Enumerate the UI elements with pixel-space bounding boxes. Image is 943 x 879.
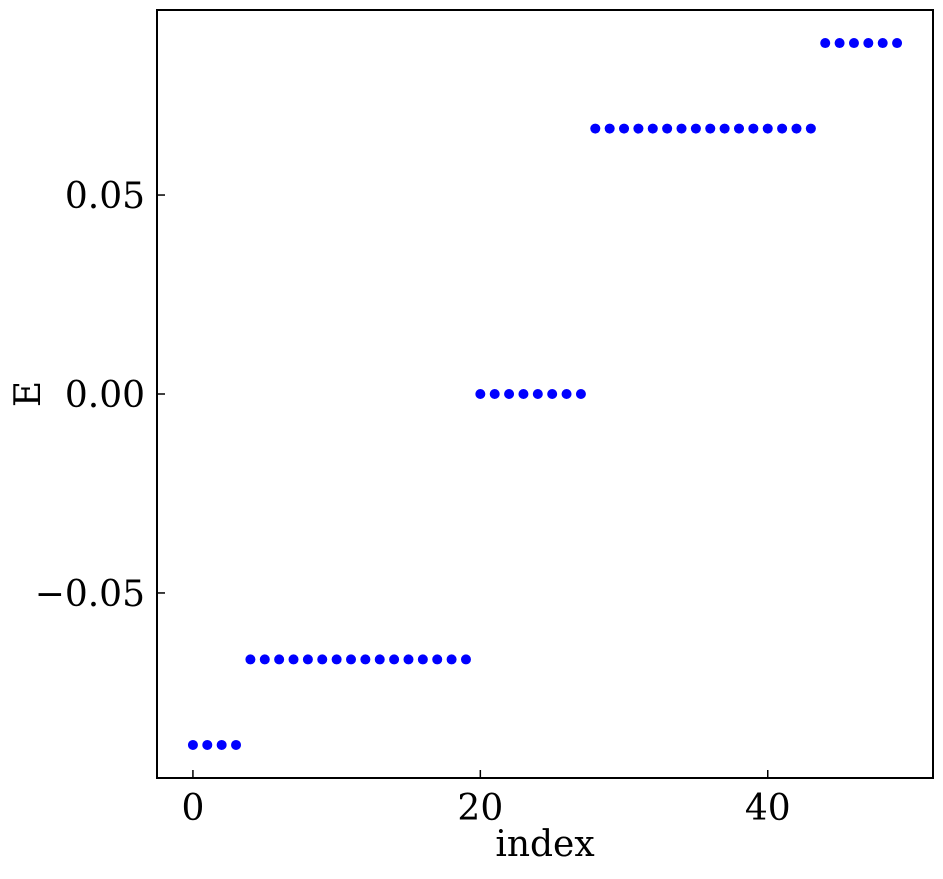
data-point <box>848 38 859 49</box>
data-point <box>863 38 874 49</box>
data-point <box>331 654 342 665</box>
data-point <box>460 654 471 665</box>
data-point <box>561 389 572 399</box>
data-point <box>403 654 414 665</box>
plot-frame <box>156 9 934 779</box>
data-point <box>820 38 831 49</box>
data-point <box>532 389 543 399</box>
data-point <box>302 654 313 665</box>
x-tick-label: 0 <box>181 788 204 829</box>
data-point <box>590 123 601 134</box>
y-axis-label: E <box>8 381 49 407</box>
data-point <box>547 389 558 399</box>
data-point <box>604 123 615 134</box>
data-point <box>274 654 285 665</box>
data-point <box>475 389 486 399</box>
data-point <box>633 123 644 134</box>
data-point <box>360 654 371 665</box>
data-point <box>719 123 730 134</box>
data-point <box>877 38 888 49</box>
data-point <box>705 123 716 134</box>
data-point <box>288 654 299 665</box>
data-point <box>762 123 773 134</box>
data-point <box>575 389 586 399</box>
x-tick-label: 40 <box>745 788 791 829</box>
data-point <box>259 654 270 665</box>
data-point <box>662 123 673 134</box>
data-point <box>446 654 457 665</box>
data-point <box>432 654 443 665</box>
data-point <box>417 654 428 665</box>
data-point <box>245 654 256 665</box>
data-point <box>389 654 400 665</box>
data-point <box>187 739 198 750</box>
data-point <box>734 123 744 134</box>
data-point <box>892 38 903 49</box>
data-point <box>619 123 630 134</box>
data-point <box>791 123 802 134</box>
data-points <box>187 38 903 750</box>
data-point <box>317 654 328 665</box>
data-point <box>647 123 658 134</box>
data-point <box>748 123 759 134</box>
data-point <box>834 38 845 49</box>
data-point <box>374 654 385 665</box>
data-point <box>805 123 816 134</box>
data-point <box>518 389 529 399</box>
data-point <box>202 739 213 750</box>
x-tick-label: 20 <box>457 788 503 829</box>
data-point <box>676 123 687 134</box>
y-tick-label: 0.00 <box>65 375 145 416</box>
data-point <box>231 739 242 750</box>
y-tick-label: 0.05 <box>65 176 145 217</box>
x-axis-label: index <box>495 824 594 865</box>
data-point <box>777 123 788 134</box>
data-point <box>489 389 500 399</box>
y-axis-ticks: −0.05 0.00 0.05 <box>35 176 165 615</box>
y-tick-label: −0.05 <box>35 574 145 615</box>
data-point <box>690 123 701 134</box>
data-point <box>504 389 515 399</box>
data-point <box>346 654 356 665</box>
x-axis-ticks: 0 20 40 <box>181 770 791 829</box>
data-point <box>216 739 227 750</box>
